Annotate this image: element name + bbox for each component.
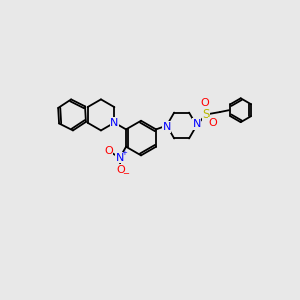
Text: N: N bbox=[163, 122, 171, 132]
Text: N: N bbox=[116, 153, 124, 163]
Text: O: O bbox=[200, 98, 209, 108]
Text: −: − bbox=[122, 169, 129, 178]
Text: O: O bbox=[209, 118, 218, 128]
Text: O: O bbox=[104, 146, 113, 156]
Text: O: O bbox=[116, 164, 125, 175]
Text: N: N bbox=[192, 119, 201, 129]
Text: S: S bbox=[202, 108, 209, 121]
Text: N: N bbox=[110, 118, 118, 128]
Text: +: + bbox=[122, 150, 128, 156]
